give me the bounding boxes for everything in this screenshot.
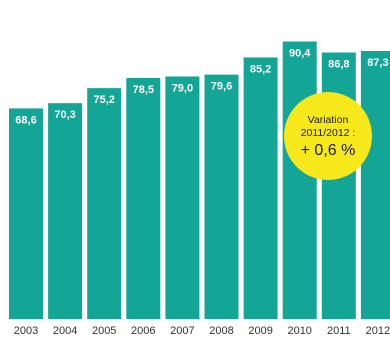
x-tick-2008: 2008 (209, 325, 233, 337)
bar-2003 (9, 108, 43, 319)
value-label-2007: 79,0 (172, 82, 193, 94)
bar-2008 (204, 74, 239, 320)
value-label-2003: 68,6 (15, 114, 36, 126)
bar-2005 (87, 88, 122, 319)
callout-circle (284, 92, 372, 180)
x-tick-2010: 2010 (287, 325, 311, 337)
x-tick-2006: 2006 (131, 325, 155, 337)
x-tick-2004: 2004 (53, 325, 77, 337)
value-label-2012: 87,3 (367, 57, 388, 69)
x-tick-labels-group: 2003 2004 2005 2006 2007 2008 2009 2010 2011 2012 (14, 325, 390, 337)
value-label-2010: 90,4 (289, 47, 311, 59)
bar-2004 (48, 103, 83, 319)
value-label-2005: 75,2 (93, 94, 114, 106)
value-labels-group: 68,6 70,3 75,2 78,5 79,0 79,6 85,2 90,4 86,8 87,3 (15, 47, 388, 126)
value-label-2004: 70,3 (54, 109, 75, 121)
x-tick-2007: 2007 (170, 325, 194, 337)
x-tick-2003: 2003 (14, 325, 38, 337)
x-tick-2009: 2009 (248, 325, 272, 337)
value-label-2006: 78,5 (133, 84, 154, 96)
value-label-2011: 86,8 (328, 59, 349, 71)
value-label-2008: 79,6 (211, 81, 232, 93)
callout-line-2: 2011/2012 : (301, 127, 356, 139)
value-label-2009: 85,2 (250, 63, 271, 75)
bar-2010 (282, 41, 317, 320)
x-tick-2011: 2011 (327, 325, 351, 337)
bars-group (9, 41, 390, 320)
variation-callout: Variation 2011/2012 : + 0,6 % (284, 92, 372, 180)
x-tick-2005: 2005 (92, 325, 116, 337)
bar-2006 (126, 78, 161, 319)
callout-line-3: + 0,6 % (301, 142, 356, 159)
bar-2012 (360, 50, 390, 319)
x-tick-2012: 2012 (366, 325, 390, 337)
bar-2009 (243, 57, 278, 319)
bar-2007 (165, 76, 200, 319)
callout-line-1: Variation (308, 114, 349, 126)
